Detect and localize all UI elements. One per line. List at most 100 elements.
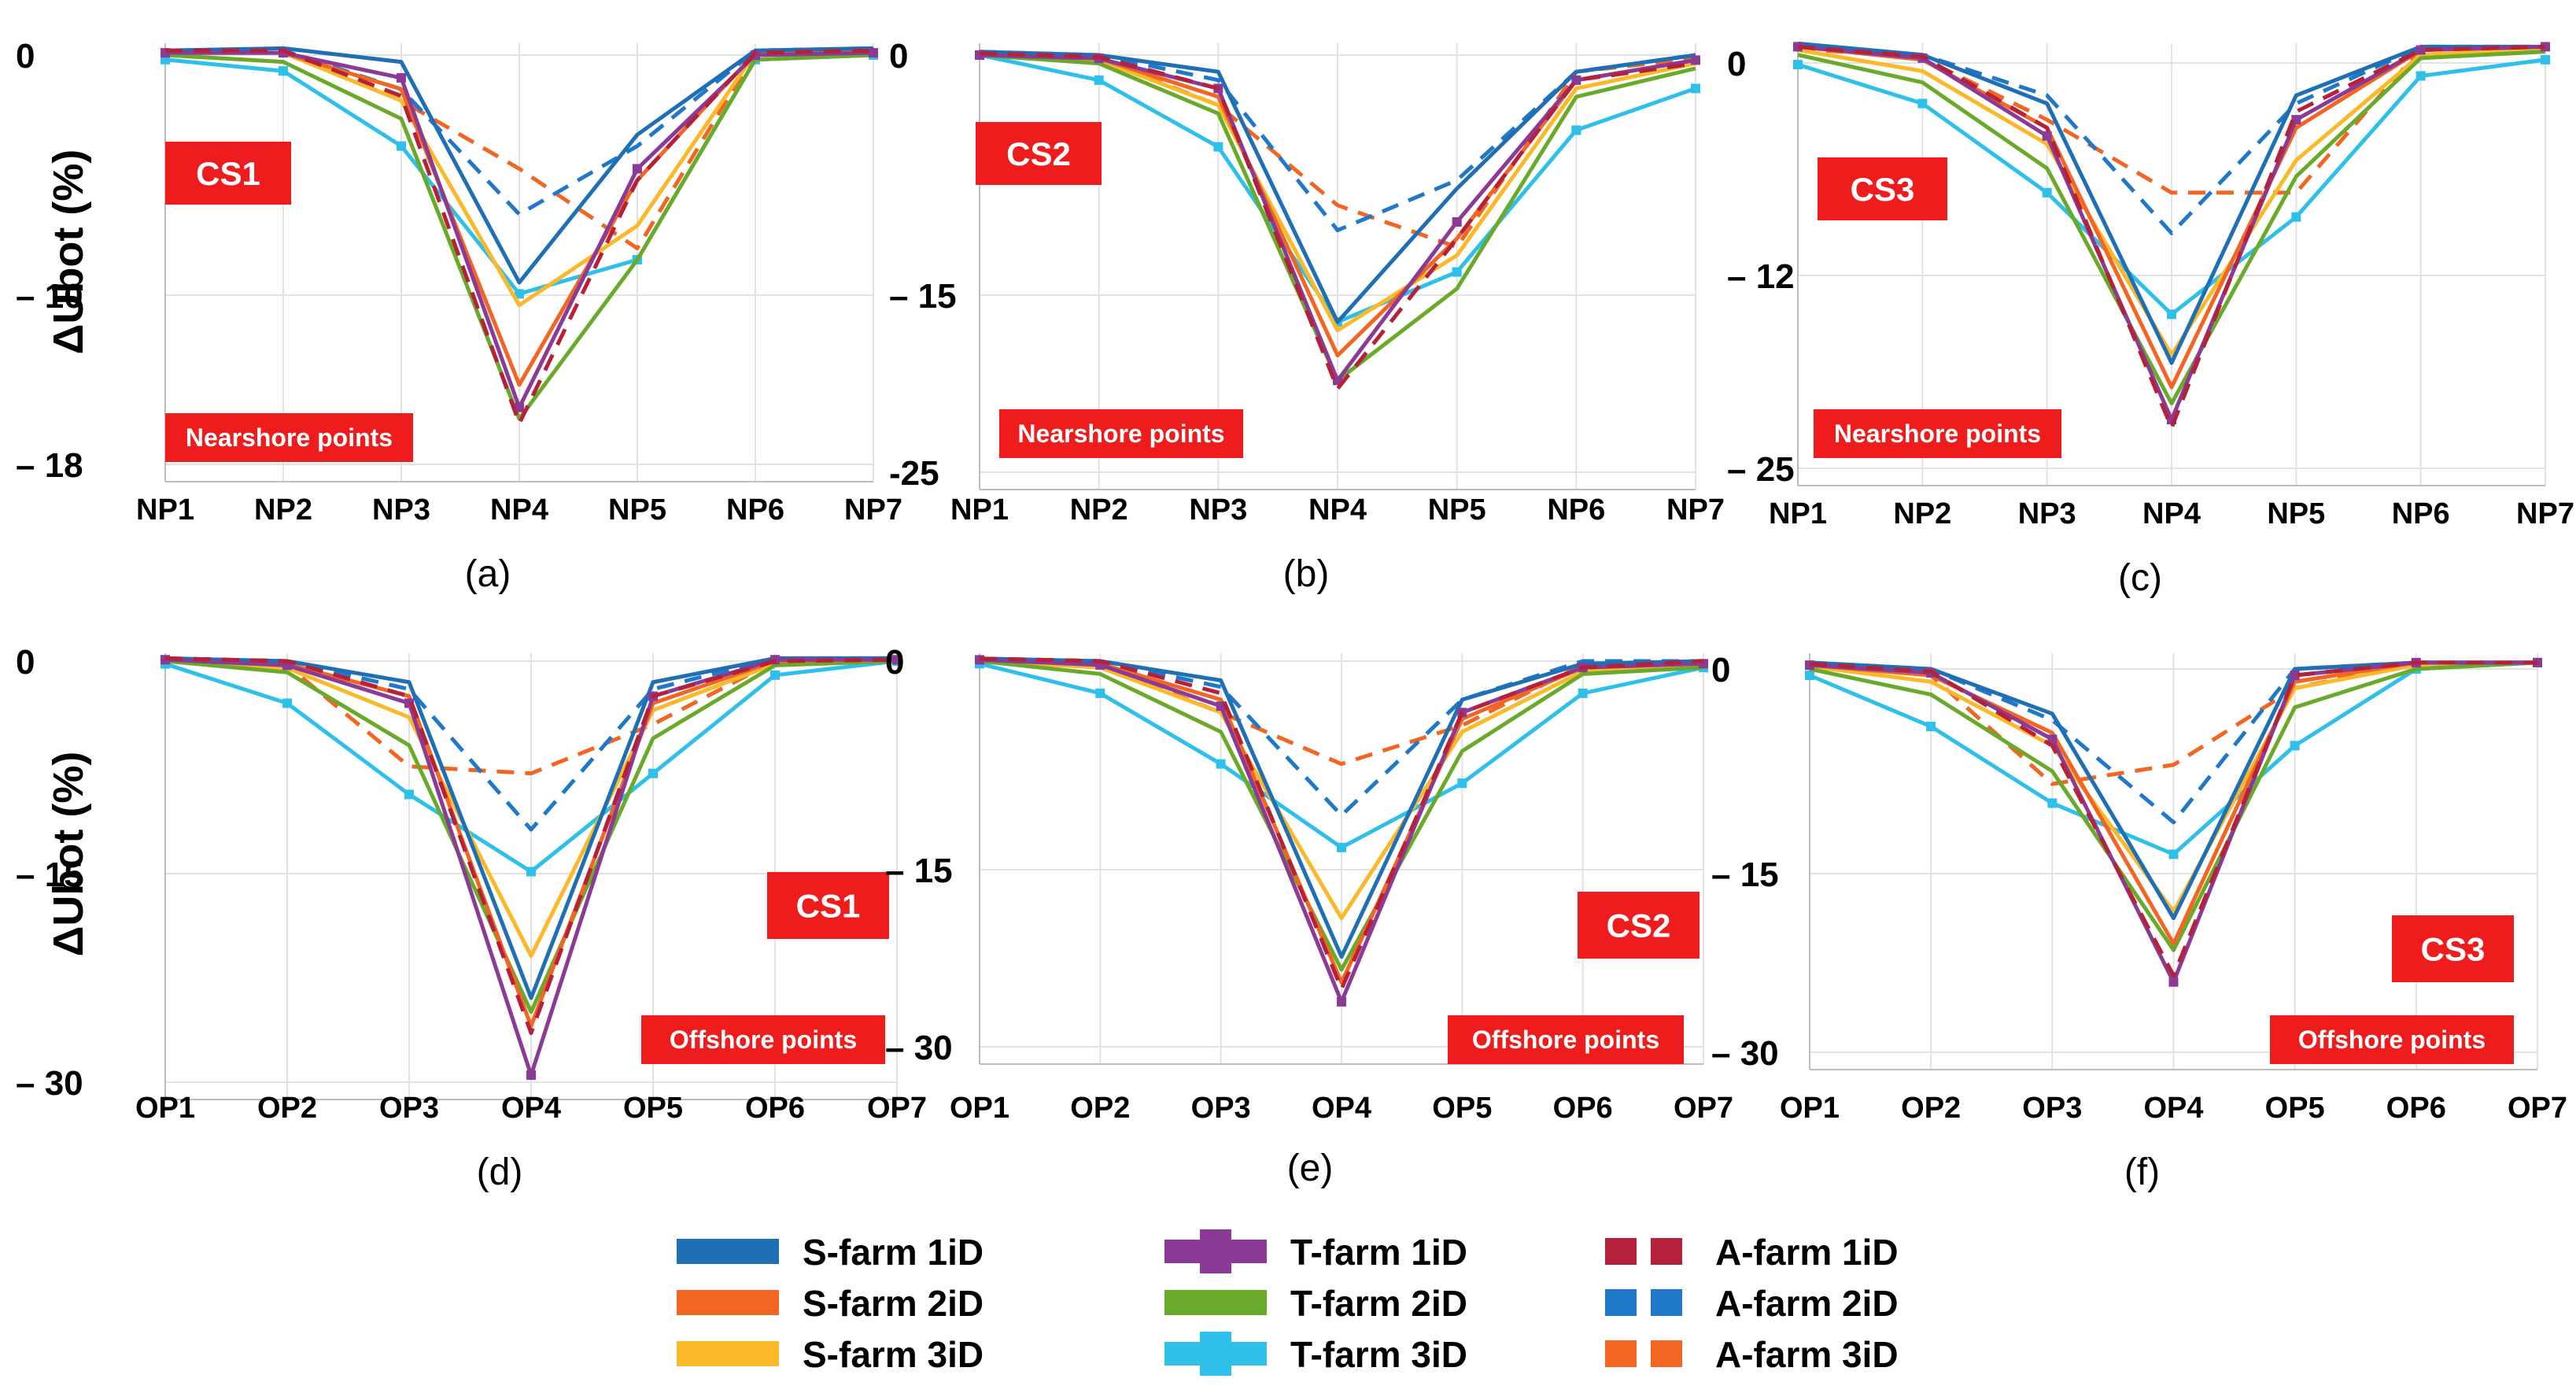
- legend-item: T-farm 2iD: [1164, 1283, 1467, 1324]
- data-point-marker: [2042, 187, 2052, 198]
- x-tick-label: NP1: [950, 493, 1009, 527]
- legend-marker: [1200, 1229, 1231, 1273]
- data-point-marker: [1337, 842, 1346, 852]
- x-tick-label: NP2: [1893, 497, 1951, 530]
- x-tick-label: OP7: [1674, 1092, 1733, 1125]
- y-tick-label: – 15: [1711, 856, 1779, 894]
- y-tick-label: 0: [16, 37, 35, 76]
- y-tick-label: 0: [1711, 651, 1730, 689]
- x-tick-label: NP4: [2142, 497, 2201, 530]
- panel-label: (d): [477, 1151, 523, 1193]
- x-tick-label: OP1: [950, 1092, 1009, 1125]
- chart-panel-2: 0 – 15 -25 NP1 NP2 NP3 NP4 NP5 NP6 NP7 CS2 Nearshor…: [889, 37, 1725, 595]
- legend-swatch: [1651, 1238, 1682, 1265]
- panel-label: (c): [2118, 557, 2162, 599]
- data-point-marker: [1571, 125, 1581, 135]
- y-tick-label: – 15: [885, 852, 953, 890]
- series-line-t-farm-2id: [1797, 50, 2546, 406]
- y-tick-label: – 18: [16, 446, 83, 485]
- legend-item: S-farm 3iD: [677, 1334, 984, 1375]
- series-line-a-farm-1id: [979, 656, 1704, 991]
- legend-item: A-farm 1iD: [1605, 1232, 1899, 1273]
- data-point-marker: [404, 789, 414, 800]
- x-tick-label: OP5: [1432, 1092, 1492, 1125]
- data-point-marker: [1452, 267, 1462, 277]
- panel-label: (b): [1283, 553, 1330, 595]
- data-point-marker: [1793, 60, 1803, 70]
- group-label-box: [1814, 409, 2061, 458]
- group-label-box: [2270, 1015, 2514, 1064]
- y-tick-label: 0: [885, 643, 904, 682]
- y-tick-label: -25: [889, 454, 939, 493]
- case-label-box: [767, 872, 889, 939]
- legend-label: S-farm 3iD: [803, 1334, 984, 1375]
- x-tick-label: OP4: [2143, 1092, 2203, 1125]
- legend-swatch: [1605, 1340, 1637, 1367]
- data-point-marker: [397, 141, 406, 151]
- x-tick-label: NP3: [2018, 497, 2076, 530]
- legend-swatch: [1164, 1290, 1267, 1315]
- case-label: CS2: [1607, 907, 1671, 944]
- data-point-marker: [2290, 741, 2300, 751]
- group-label: Offshore points: [2298, 1026, 2486, 1054]
- data-point-marker: [2047, 734, 2057, 745]
- group-label-box: [999, 409, 1243, 458]
- y-axis-title: ΔUbot (%): [45, 752, 92, 957]
- data-point-marker: [2415, 45, 2426, 55]
- y-tick-label: – 12: [1727, 257, 1795, 296]
- series-line-t-farm-2id: [979, 659, 1704, 972]
- x-tick-label: OP4: [501, 1092, 561, 1125]
- x-tick-label: NP5: [1428, 493, 1486, 527]
- data-point-marker: [633, 164, 642, 174]
- x-tick-label: OP2: [1901, 1092, 1961, 1125]
- legend-label: S-farm 2iD: [803, 1283, 984, 1324]
- legend-label: A-farm 2iD: [1715, 1283, 1899, 1324]
- data-point-marker: [1691, 55, 1700, 65]
- y-axis-title: ΔUbot (%): [45, 150, 92, 355]
- group-label: Offshore points: [1472, 1026, 1659, 1054]
- legend-swatch: [677, 1341, 779, 1366]
- case-label: CS1: [796, 888, 861, 925]
- data-point-marker: [1805, 671, 1814, 681]
- data-point-marker: [1457, 778, 1467, 789]
- legend-label: S-farm 1iD: [803, 1232, 984, 1273]
- y-tick-label: – 10: [16, 277, 83, 316]
- data-point-marker: [2167, 309, 2176, 320]
- x-tick-label: OP6: [745, 1092, 805, 1125]
- y-tick-label: 0: [16, 643, 35, 682]
- data-point-marker: [2541, 54, 2550, 65]
- series-line-a-farm-1id: [165, 48, 874, 426]
- legend-swatch: [677, 1239, 779, 1264]
- legend-swatch: [1651, 1289, 1682, 1316]
- legend-label: T-farm 1iD: [1290, 1232, 1467, 1273]
- data-point-marker: [1571, 75, 1581, 85]
- x-tick-label: NP7: [844, 493, 902, 527]
- legend-item: S-farm 2iD: [677, 1283, 984, 1324]
- data-point-marker: [1917, 98, 1928, 109]
- x-tick-label: OP6: [1553, 1092, 1613, 1125]
- legend-item: A-farm 2iD: [1605, 1283, 1899, 1324]
- legend-swatch: [1651, 1340, 1682, 1367]
- data-point-marker: [1337, 996, 1346, 1007]
- x-tick-label: OP3: [1191, 1092, 1251, 1125]
- data-point-marker: [1094, 75, 1104, 85]
- legend-label: A-farm 3iD: [1715, 1334, 1899, 1375]
- x-tick-label: OP1: [1780, 1092, 1840, 1125]
- x-tick-label: NP2: [1070, 493, 1128, 527]
- data-point-marker: [1926, 722, 1936, 732]
- x-tick-label: NP5: [608, 493, 666, 527]
- case-label-box: [976, 122, 1102, 185]
- chart-panel-5: 0 – 15 – 30 OP1 OP2 OP3 OP4 OP5 OP6 OP7 CS2 Offshor…: [885, 643, 1733, 1189]
- x-tick-label: OP5: [623, 1092, 683, 1125]
- case-label-box: [1578, 892, 1699, 959]
- data-point-marker: [869, 48, 878, 58]
- y-tick-label: – 15: [889, 277, 957, 316]
- x-tick-label: NP3: [372, 493, 430, 527]
- data-point-marker: [1691, 83, 1700, 94]
- x-tick-label: OP5: [2265, 1092, 2325, 1125]
- case-label: CS2: [1006, 135, 1071, 172]
- series-line-s-farm-3id: [1797, 46, 2546, 357]
- case-label: CS1: [196, 155, 260, 192]
- legend-swatch: [1605, 1289, 1637, 1316]
